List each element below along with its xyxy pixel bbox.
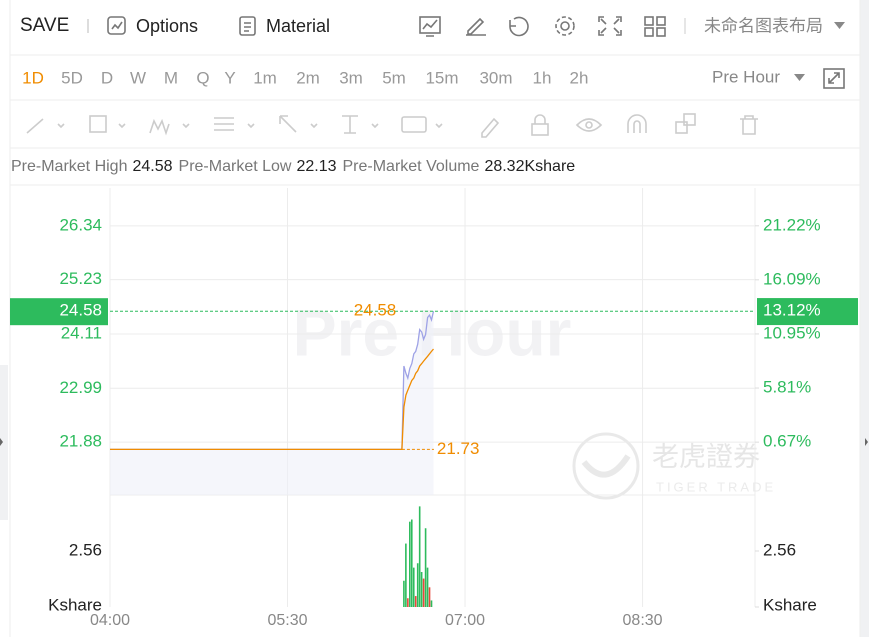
volume-bar <box>414 596 417 607</box>
y2-tick-label: 0.67% <box>763 432 811 451</box>
brand-name-en: TIGER TRADE <box>656 479 776 494</box>
pre-market-stats: Pre-Market High 24.58 Pre-Market Low 22.13 P… <box>11 158 575 175</box>
price-area <box>110 311 434 495</box>
y-tick-label: 22.99 <box>59 378 102 397</box>
timeframe-button[interactable]: Q <box>196 68 209 87</box>
timeframe-button[interactable]: 15m <box>425 68 458 87</box>
x-tick-label: 05:30 <box>267 612 307 629</box>
timeframe-row: 1D 5D D W M Q Y 1m 2m 3m 5m 15m 30m 1h 2h <box>22 68 588 87</box>
timeframe-button[interactable]: 3m <box>339 68 363 87</box>
volume-bar <box>426 567 429 607</box>
y2-tick-label: 10.95% <box>763 323 821 342</box>
volume-bar <box>418 506 421 607</box>
timeframe-button[interactable]: 5m <box>382 68 406 87</box>
drawing-tools <box>26 113 758 138</box>
stat-label: Pre-Market Low <box>179 158 292 175</box>
y-tick-label: 25.23 <box>59 269 102 288</box>
stat-value: 28.32Kshare <box>484 158 575 175</box>
layout-icon[interactable] <box>644 16 666 37</box>
stat-value: 22.13 <box>296 158 336 175</box>
timeframe-button[interactable]: 1h <box>533 68 552 87</box>
stat-value: 24.58 <box>132 158 172 175</box>
draw-icon[interactable] <box>466 17 486 36</box>
y-tick-label: 24.11 <box>61 323 102 342</box>
session-select[interactable]: Pre Hour <box>712 67 780 86</box>
expand-arrow[interactable] <box>0 438 3 446</box>
volume-bar <box>430 600 433 607</box>
x-tick-label: 07:00 <box>445 612 485 629</box>
indicator-icon[interactable] <box>419 16 441 37</box>
y2-tick-label: 21.22% <box>763 215 821 234</box>
timeframe-button[interactable]: 2m <box>296 68 320 87</box>
stat-label: Pre-Market Volume <box>343 158 480 175</box>
x-tick-label: 08:30 <box>623 612 663 629</box>
volume-bar <box>422 578 425 607</box>
brand-name: 老虎證券 <box>652 442 760 472</box>
brand-logo <box>572 432 640 500</box>
price-line <box>110 311 435 451</box>
timeframe-button[interactable]: 5D <box>61 68 83 87</box>
x-tick-label: 04:00 <box>90 612 130 629</box>
left-strip <box>0 365 8 520</box>
y-tick-label: Kshare <box>48 595 102 614</box>
layout-name[interactable]: 未命名图表布局 <box>704 16 823 35</box>
reference-label: 21.73 <box>437 439 480 458</box>
volume-bar <box>407 598 409 607</box>
y-tick-label: 26.34 <box>59 215 102 234</box>
volume-bar <box>405 543 407 607</box>
expand-arrow[interactable] <box>865 438 868 446</box>
fullscreen-icon[interactable] <box>598 16 622 36</box>
right-strip <box>860 0 869 637</box>
volume-bar <box>412 567 415 607</box>
price-line <box>110 348 434 451</box>
volume-bar <box>409 521 411 607</box>
material-icon[interactable] <box>239 16 256 36</box>
last-price-label: 24.58 <box>59 301 102 320</box>
stat-label: Pre-Market High <box>11 158 127 175</box>
timeframe-button[interactable]: 1m <box>253 68 277 87</box>
last-change-box <box>757 298 858 326</box>
options-button[interactable]: Options <box>136 16 198 36</box>
volume-bar <box>416 563 419 607</box>
dropdown-arrow[interactable] <box>794 74 805 81</box>
volume-bar <box>420 572 423 607</box>
y2-tick-label: Kshare <box>763 595 817 614</box>
y-tick-label: 21.88 <box>59 432 102 451</box>
volume-bar <box>424 528 427 607</box>
timeframe-button[interactable]: 1D <box>22 68 44 87</box>
toolbar-icons <box>419 16 686 37</box>
symbol[interactable]: SAVE <box>20 15 69 36</box>
maximize-icon[interactable] <box>823 68 845 89</box>
y-tick-label: 2.56 <box>69 540 102 559</box>
timeframe-button[interactable]: D <box>101 68 113 87</box>
chart-area: 04:00 05:30 07:00 08:30 26.34 25.23 24.11 22.99… <box>10 188 858 629</box>
settings-icon[interactable] <box>555 16 575 36</box>
timeframe-button[interactable]: M <box>164 68 178 87</box>
options-icon[interactable] <box>107 16 126 35</box>
timeframe-button[interactable]: 30m <box>479 68 512 87</box>
y2-tick-label: 2.56 <box>763 540 796 559</box>
dropdown-arrow[interactable] <box>834 22 845 29</box>
y2-tick-label: 16.09% <box>763 269 821 288</box>
volume-bar <box>428 587 431 607</box>
timeframe-button[interactable]: 2h <box>570 68 589 87</box>
last-price-box <box>10 298 108 326</box>
timeframe-button[interactable]: Y <box>224 68 235 87</box>
timeframe-button[interactable]: W <box>130 68 146 87</box>
y2-tick-label: 5.81% <box>763 378 811 397</box>
last-price-tag: 24.58 <box>354 301 397 320</box>
reset-icon[interactable] <box>509 16 529 37</box>
volume-bar <box>403 580 405 607</box>
last-change-label: 13.12% <box>763 301 821 320</box>
material-button[interactable]: Material <box>266 16 330 36</box>
volume-bar <box>410 519 413 607</box>
